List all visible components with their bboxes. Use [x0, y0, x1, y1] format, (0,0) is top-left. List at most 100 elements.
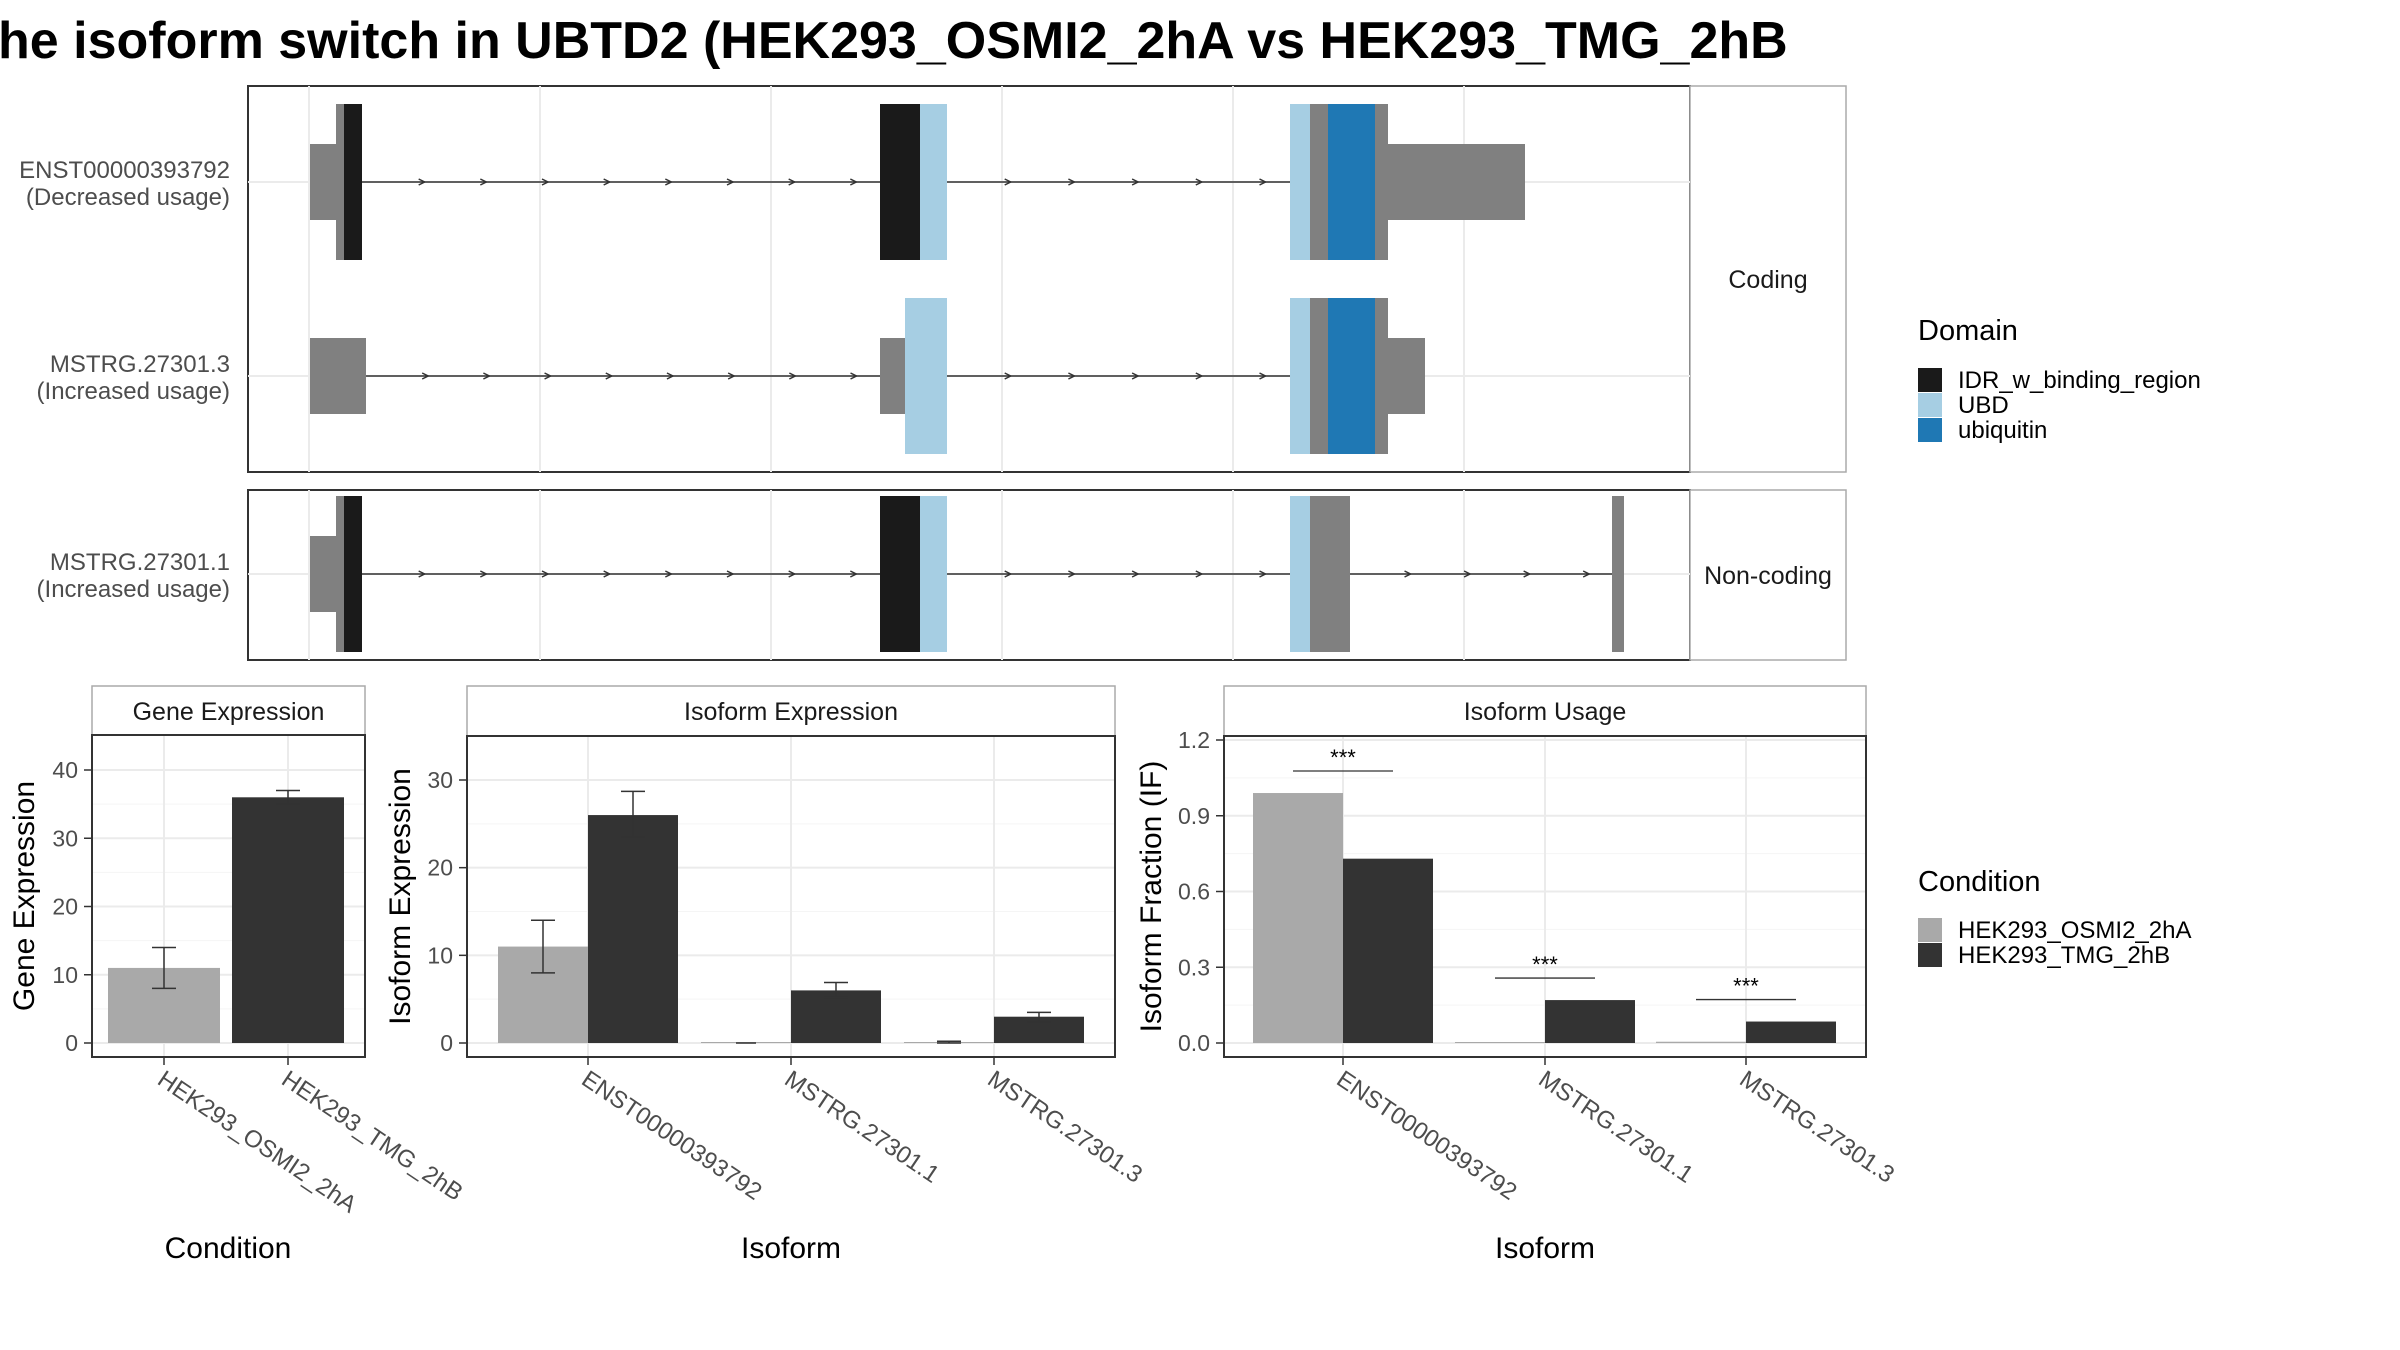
intron-arrow — [1195, 372, 1204, 380]
y-axis-title: Gene Expression — [8, 781, 41, 1011]
intron-arrow — [1131, 372, 1140, 380]
bar — [1455, 1042, 1545, 1043]
legend-label: HEK293_OSMI2_2hA — [1958, 917, 2191, 944]
y-tick-label: 0.9 — [1178, 803, 1210, 829]
intron-arrow — [664, 178, 674, 186]
exon-block — [336, 496, 344, 652]
intron-arrow — [603, 178, 612, 186]
domain-block — [1290, 104, 1310, 260]
facet-strip — [466, 685, 1116, 737]
bar — [1343, 858, 1433, 1043]
legend-key — [1918, 368, 1942, 392]
legend-label: ubiquitin — [1958, 417, 2047, 444]
y-axis-title: Isoform Expression — [384, 768, 417, 1025]
y-axis-title: Isoform Fraction (IF) — [1135, 761, 1168, 1033]
domain-block — [1328, 104, 1375, 260]
intron-arrow — [544, 372, 553, 380]
legend-label: IDR_w_binding_region — [1958, 367, 2201, 394]
intron-arrow — [1259, 372, 1268, 380]
intron-arrow — [1404, 570, 1413, 578]
facet-strip — [1689, 489, 1847, 661]
y-tick-label: 40 — [52, 757, 78, 783]
significance-label: *** — [1532, 952, 1558, 977]
exon-block — [1310, 496, 1350, 652]
bar — [232, 797, 344, 1043]
domain-block — [880, 104, 920, 260]
intron-arrow — [1131, 570, 1140, 578]
intron-arrow — [1259, 178, 1268, 186]
exon-block — [310, 144, 336, 220]
facet-strip-label: Non-coding — [1704, 562, 1832, 590]
intron-arrow — [479, 178, 489, 186]
exon-block — [1388, 338, 1425, 414]
intron-arrow — [1463, 570, 1472, 578]
y-tick-label: 0 — [65, 1030, 78, 1056]
intron-arrow — [1068, 570, 1077, 578]
domain-block — [920, 104, 947, 260]
domain-block — [920, 496, 947, 652]
intron-arrow — [727, 372, 736, 380]
x-axis-title: Condition — [165, 1232, 292, 1265]
intron-arrow — [1004, 570, 1013, 578]
exon-block — [1310, 104, 1328, 260]
y-tick-label: 20 — [52, 894, 78, 920]
intron-arrow — [726, 570, 735, 578]
chart-2: Isoform Usage 0.0 0.3 0.6 0.9 1.2 *** *** *** ENS… — [1135, 685, 1899, 1265]
x-tick-label: HEK293_OSMI2_2hA — [153, 1066, 362, 1219]
facet-strip-label: Coding — [1728, 266, 1807, 294]
exon-block — [310, 338, 366, 414]
legend-key — [1918, 418, 1942, 442]
y-tick-label: 0.6 — [1178, 879, 1210, 905]
facet-strip — [91, 685, 366, 736]
intron-arrow — [1004, 372, 1013, 380]
structure-panel — [247, 85, 1691, 473]
intron-arrow — [1131, 178, 1140, 186]
intron-arrow — [541, 570, 550, 578]
domain-block — [344, 496, 362, 652]
exon-block — [1388, 144, 1525, 220]
bar — [1545, 1000, 1635, 1043]
transcript-usage-label: (Increased usage) — [37, 378, 230, 405]
intron-arrow — [418, 178, 427, 186]
y-tick-label: 0.3 — [1178, 954, 1210, 980]
x-tick-label: ENST00000393792 — [577, 1066, 767, 1206]
exon-block — [880, 338, 905, 414]
intron-arrow — [541, 178, 550, 186]
domain-block — [344, 104, 362, 260]
bar — [588, 815, 678, 1043]
significance-label: *** — [1330, 745, 1356, 770]
exon-block — [1612, 496, 1624, 652]
bar — [1253, 793, 1343, 1043]
intron-arrow — [726, 178, 735, 186]
exon-block — [336, 104, 344, 260]
exon-block — [1375, 298, 1388, 454]
transcript-usage-label: (Decreased usage) — [26, 184, 230, 211]
figure-title: he isoform switch in UBTD2 (HEK293_OSMI2… — [0, 12, 1788, 70]
intron-arrow — [1195, 178, 1204, 186]
transcript-id-label: MSTRG.27301.3 — [50, 351, 230, 378]
intron-arrow — [418, 570, 427, 578]
domain-block — [1290, 298, 1310, 454]
domain-block — [1290, 496, 1310, 652]
exon-block — [310, 536, 336, 612]
facet-strip — [1223, 685, 1867, 737]
intron-arrow — [1195, 570, 1204, 578]
intron-arrow — [1068, 178, 1077, 186]
intron-arrow — [421, 372, 430, 380]
x-tick-label: MSTRG.27301.3 — [983, 1066, 1147, 1189]
y-tick-label: 10 — [52, 962, 78, 988]
y-tick-label: 30 — [427, 767, 453, 793]
exon-block — [1375, 104, 1388, 260]
intron-arrow — [479, 570, 489, 578]
panel-border — [91, 734, 366, 1058]
x-axis-title: Isoform — [741, 1232, 841, 1265]
legend-label: UBD — [1958, 392, 2009, 419]
intron-arrow — [1523, 570, 1532, 578]
intron-arrow — [603, 570, 612, 578]
legend-key — [1918, 393, 1942, 417]
y-tick-label: 0.0 — [1178, 1030, 1210, 1056]
intron-arrow — [1582, 570, 1591, 578]
condition-legend-title: Condition — [1918, 866, 2041, 898]
